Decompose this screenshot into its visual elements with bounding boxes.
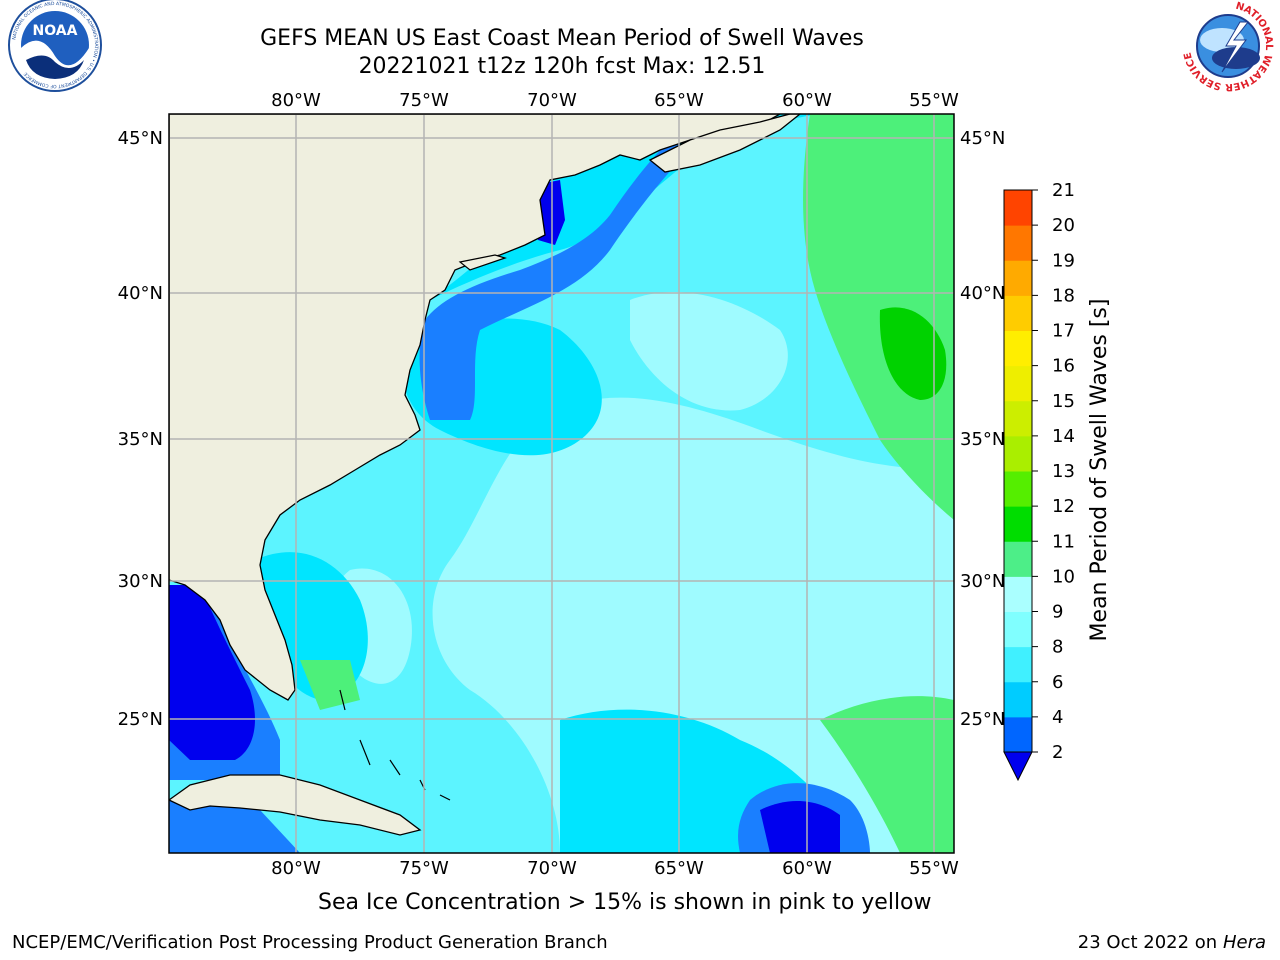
lon-label: 55°W bbox=[909, 858, 959, 879]
sea-ice-note: Sea Ice Concentration > 15% is shown in … bbox=[318, 890, 932, 915]
colorbar-segment bbox=[1004, 716, 1032, 753]
swell-zone-2-4-caribbean bbox=[169, 800, 300, 853]
lon-label: 55°W bbox=[909, 90, 959, 111]
lat-label: 40°N bbox=[118, 283, 163, 304]
lat-label: 35°N bbox=[960, 429, 1005, 450]
land-bahamas bbox=[339, 689, 451, 801]
host-name: Hera bbox=[1222, 932, 1266, 953]
colorbar-tick-label: 2 bbox=[1052, 742, 1063, 763]
lat-label: 30°N bbox=[960, 571, 1005, 592]
colorbar-segment bbox=[1004, 225, 1032, 261]
lat-label: 25°N bbox=[118, 709, 163, 730]
colorbar-segment bbox=[1004, 365, 1032, 402]
colorbar-extend-arrow bbox=[1003, 751, 1033, 782]
noaa-logo: NOAA NATIONAL OCEANIC AND ATMOSPHERIC AD… bbox=[8, 0, 102, 92]
colorbar-segment bbox=[1004, 435, 1032, 472]
colorbar-tick-label: 8 bbox=[1052, 637, 1063, 658]
lat-label: 30°N bbox=[118, 571, 163, 592]
colorbar-segment bbox=[1004, 471, 1032, 507]
colorbar-tick-label: 19 bbox=[1052, 250, 1075, 271]
colorbar-tick-label: 21 bbox=[1052, 180, 1075, 201]
credit-text: NCEP/EMC/Verification Post Processing Pr… bbox=[12, 932, 608, 953]
colorbar-segment bbox=[1004, 260, 1032, 296]
lat-label: 45°N bbox=[118, 128, 163, 149]
land-north-america bbox=[169, 114, 781, 701]
colorbar-tick-label: 20 bbox=[1052, 215, 1075, 236]
colorbar-segment bbox=[1004, 330, 1032, 367]
chart-subtitle: 20221021 t12z 120h fcst Max: 12.51 bbox=[358, 54, 766, 79]
colorbar-tick-label: 15 bbox=[1052, 391, 1075, 412]
colorbar-tick-label: 13 bbox=[1052, 461, 1075, 482]
colorbar-tick-label: 16 bbox=[1052, 356, 1075, 377]
swell-zone-low-se bbox=[760, 800, 840, 853]
lat-labels-right: 45°N 40°N 35°N 30°N 25°N bbox=[960, 128, 1005, 730]
lon-label: 70°W bbox=[527, 90, 577, 111]
colorbar-segment bbox=[1004, 541, 1032, 577]
colorbar-tick-label: 4 bbox=[1052, 707, 1063, 728]
colorbar-segment bbox=[1004, 646, 1032, 683]
chart-title: GEFS MEAN US East Coast Mean Period of S… bbox=[260, 26, 864, 51]
colorbar-tick-label: 6 bbox=[1052, 672, 1063, 693]
lon-label: 80°W bbox=[271, 90, 321, 111]
swell-zone-8-9-north bbox=[630, 291, 788, 411]
land-cuba bbox=[169, 774, 422, 836]
colorbar-segment bbox=[1004, 506, 1032, 542]
colorbar-tick-label: 17 bbox=[1052, 321, 1075, 342]
colorbar-tick-label: 14 bbox=[1052, 426, 1075, 447]
land-nova-scotia bbox=[648, 114, 802, 173]
lon-labels-bottom: 80°W 75°W 70°W 65°W 60°W 55°W bbox=[271, 858, 959, 879]
lat-label: 25°N bbox=[960, 709, 1005, 730]
swell-zone-9-10-ne bbox=[803, 114, 954, 520]
map-frame bbox=[168, 113, 955, 854]
nws-logo: NATIONAL WEATHER SERVICE bbox=[1182, 0, 1274, 92]
lon-label: 70°W bbox=[527, 858, 577, 879]
lon-labels-top: 80°W 75°W 70°W 65°W 60°W 55°W bbox=[271, 90, 959, 111]
colorbar-segment bbox=[1004, 400, 1032, 437]
lon-label: 60°W bbox=[782, 858, 832, 879]
swell-zone-10-11 bbox=[879, 307, 947, 400]
date-text: 23 Oct 2022 on Hera bbox=[1077, 932, 1266, 953]
colorbar-segment bbox=[1004, 190, 1032, 226]
colorbar-tick-label: 11 bbox=[1052, 531, 1075, 552]
lon-label: 60°W bbox=[782, 90, 832, 111]
colorbar-label: Mean Period of Swell Waves [s] bbox=[1087, 299, 1112, 642]
gridlines bbox=[169, 114, 954, 853]
lon-label: 65°W bbox=[654, 858, 704, 879]
map-area bbox=[169, 114, 954, 853]
lat-labels-left: 45°N 40°N 35°N 30°N 25°N bbox=[118, 128, 163, 730]
lat-label: 40°N bbox=[960, 283, 1005, 304]
colorbar-tick-label: 12 bbox=[1052, 496, 1075, 517]
swell-zone-9-10-se bbox=[820, 696, 954, 853]
swell-zone-low-gulf bbox=[169, 585, 255, 760]
colorbar-segment bbox=[1004, 611, 1032, 648]
swell-zone-9-10-bahamas bbox=[300, 660, 360, 710]
colorbar-segment bbox=[1004, 576, 1032, 612]
noaa-logo-text: NOAA bbox=[33, 23, 78, 39]
colorbar-tick-label: 9 bbox=[1052, 602, 1063, 623]
colorbar: 2 4 6 8 9 10 11 12 13 14 15 16 17 18 19 20 21 bbox=[1003, 180, 1075, 782]
swell-zone-2-4-nyc bbox=[419, 140, 690, 420]
lat-label: 45°N bbox=[960, 128, 1005, 149]
colorbar-segment bbox=[1004, 681, 1032, 718]
lon-label: 80°W bbox=[271, 858, 321, 879]
colorbar-tick-label: 10 bbox=[1052, 566, 1075, 587]
colorbar-segment bbox=[1004, 295, 1032, 331]
land-long-island bbox=[458, 254, 507, 271]
lon-label: 75°W bbox=[399, 858, 449, 879]
lat-label: 35°N bbox=[118, 429, 163, 450]
lon-label: 65°W bbox=[654, 90, 704, 111]
colorbar-tick-label: 18 bbox=[1052, 285, 1075, 306]
lon-label: 75°W bbox=[399, 90, 449, 111]
